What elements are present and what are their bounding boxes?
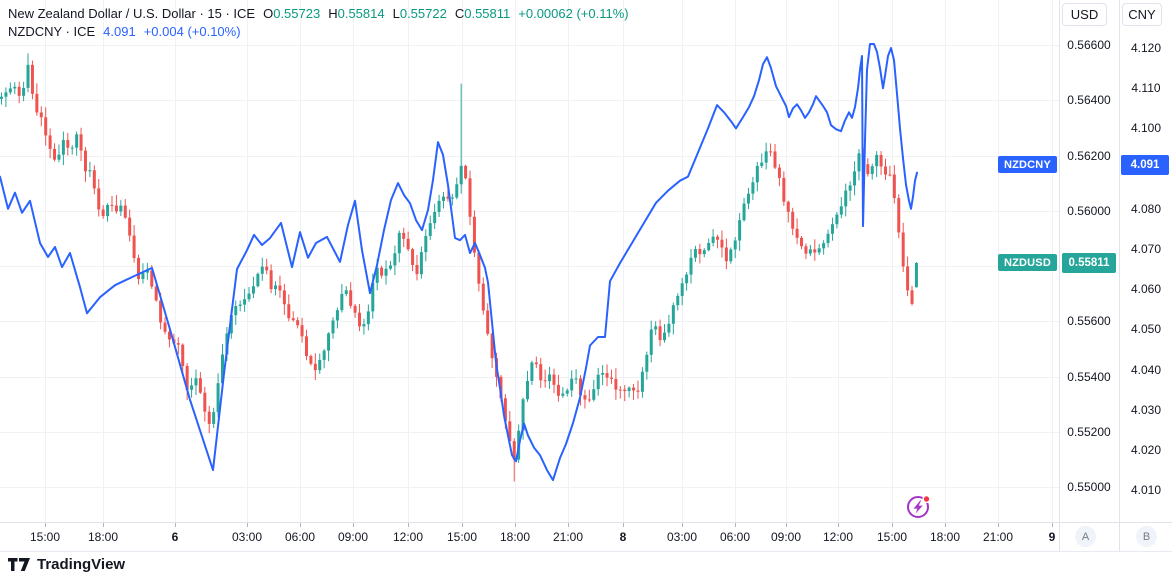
lightning-bolt-icon (907, 494, 931, 518)
time-tick-mark (838, 523, 839, 527)
usd-scale-button[interactable]: USD (1062, 3, 1107, 26)
nzdcny-line (0, 43, 918, 482)
cny-price-label: 4.040 (1130, 362, 1162, 377)
time-label: 15:00 (29, 530, 61, 544)
usd-price-label: 0.56400 (1067, 93, 1111, 108)
cny-price-label: 4.110 (1131, 81, 1161, 96)
time-tick-mark (103, 523, 104, 527)
cny-price-label: 4.020 (1130, 443, 1162, 457)
change-value: +0.00062 (+0.11%) (518, 6, 629, 21)
time-tick-mark (568, 523, 569, 527)
close-value: 0.55811 (464, 6, 511, 21)
low-label: L (392, 6, 400, 21)
brand-name: TradingView (37, 555, 126, 573)
time-label: 9 (1048, 530, 1056, 544)
overlay-price: 4.091 (103, 24, 136, 39)
candles-nzdusd (0, 53, 918, 482)
time-tick-mark (682, 523, 683, 527)
overlay-symbol-title[interactable]: NZDCNY · ICE (8, 24, 96, 39)
scale-b-button[interactable]: B (1136, 526, 1157, 547)
cny-price-label: 4.030 (1130, 402, 1162, 417)
close-label: C (454, 6, 465, 21)
time-tick-mark (462, 523, 463, 527)
time-tick-mark (515, 523, 516, 527)
time-label: 8 (619, 530, 627, 544)
cny-price-label: 4.050 (1130, 322, 1162, 337)
nzdcny-series-badge: NZDCNY (997, 156, 1057, 174)
time-tick-mark (1052, 523, 1053, 527)
time-tick-mark (45, 523, 46, 527)
usd-price-label: 0.55200 (1067, 424, 1111, 439)
time-tick-mark (786, 523, 787, 527)
time-tick-mark (998, 523, 999, 527)
nzdusd-last-price-badge: 0.55811 (1062, 252, 1116, 273)
time-tick-mark (892, 523, 893, 527)
usd-price-label: 0.55000 (1067, 480, 1111, 494)
open-label: O (263, 6, 274, 21)
time-tick-mark (735, 523, 736, 527)
cny-price-label: 4.080 (1130, 201, 1162, 216)
tradingview-glyph-icon (8, 557, 30, 571)
lightning-bolt-button[interactable] (903, 491, 933, 521)
time-label: 12:00 (392, 530, 424, 544)
cny-scale-button[interactable]: CNY (1122, 3, 1162, 26)
time-label: 06:00 (284, 530, 316, 544)
usd-price-label: 0.56000 (1067, 203, 1111, 218)
time-tick-mark (175, 523, 176, 527)
usd-price-label: 0.56600 (1067, 38, 1111, 52)
cny-price-label: 4.070 (1130, 242, 1162, 256)
legend-row-nzdusd: New Zealand Dollar / U.S. Dollar · 15 · … (8, 5, 629, 23)
time-label: 15:00 (446, 530, 478, 544)
time-axis[interactable]: 15:00 18:00 6 03:00 06:00 09:00 12:00 15:00 18:0… (0, 522, 1172, 552)
time-label: 21:00 (982, 530, 1014, 544)
tradingview-logo[interactable]: TradingView (8, 554, 125, 574)
usd-price-label: 0.56200 (1067, 148, 1111, 163)
time-tick-mark (353, 523, 354, 527)
usd-price-label: 0.55400 (1067, 369, 1111, 384)
time-label: 03:00 (231, 530, 263, 544)
symbol-title[interactable]: New Zealand Dollar / U.S. Dollar · 15 · … (8, 6, 256, 21)
time-tick-mark (408, 523, 409, 527)
time-label: 18:00 (499, 530, 531, 544)
time-tick-mark (247, 523, 248, 527)
time-label: 09:00 (770, 530, 802, 544)
time-label: 21:00 (552, 530, 584, 544)
overlay-change: +0.004 (+0.10%) (143, 24, 241, 39)
high-value: 0.55814 (337, 6, 385, 21)
usd-axis-separator (1059, 0, 1060, 551)
time-tick-mark (623, 523, 624, 527)
time-label: 06:00 (719, 530, 751, 544)
footer-separator (0, 551, 1172, 552)
open-value: 0.55723 (273, 6, 321, 21)
time-label: 18:00 (929, 530, 961, 544)
time-tick-mark (945, 523, 946, 527)
time-label: 18:00 (87, 530, 119, 544)
time-label: 6 (171, 530, 179, 544)
nzdusd-series-badge: NZDUSD (997, 254, 1057, 272)
chart-pane[interactable]: New Zealand Dollar / U.S. Dollar · 15 · … (0, 0, 1059, 522)
usd-price-label: 0.55600 (1067, 314, 1111, 329)
legend: New Zealand Dollar / U.S. Dollar · 15 · … (8, 5, 629, 41)
cny-price-label: 4.010 (1130, 483, 1162, 498)
cny-axis-separator (1119, 0, 1120, 551)
time-label: 09:00 (337, 530, 369, 544)
legend-row-nzdcny: NZDCNY · ICE 4.091 +0.004 (+0.10%) (8, 23, 629, 41)
gridlines (0, 0, 1059, 522)
time-label: 03:00 (666, 530, 698, 544)
nzdcny-last-price-badge: 4.091 (1121, 154, 1169, 175)
cny-price-label: 4.060 (1130, 282, 1162, 297)
time-tick-mark (300, 523, 301, 527)
cny-price-label: 4.100 (1130, 121, 1162, 136)
price-chart-canvas[interactable] (0, 0, 1059, 522)
low-value: 0.55722 (399, 6, 447, 21)
time-label: 12:00 (822, 530, 854, 544)
high-label: H (328, 6, 338, 21)
time-label: 15:00 (876, 530, 908, 544)
cny-price-label: 4.120 (1130, 41, 1162, 55)
scale-a-button[interactable]: A (1075, 526, 1096, 547)
